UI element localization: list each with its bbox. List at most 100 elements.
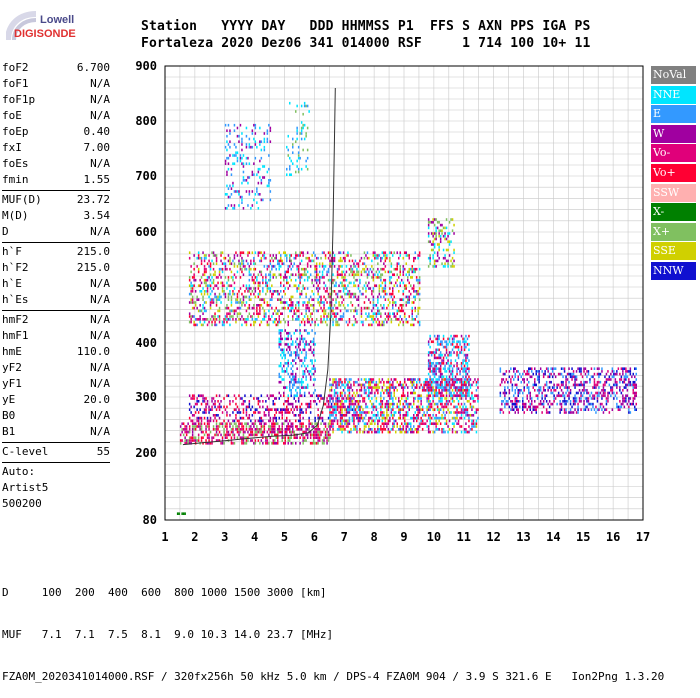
echo-point	[195, 324, 197, 327]
echo-point	[468, 384, 470, 387]
echo-point	[376, 312, 378, 315]
echo-point	[341, 420, 343, 423]
echo-point	[429, 389, 431, 392]
echo-point	[193, 284, 195, 287]
echo-point	[540, 400, 542, 403]
echo-point	[379, 428, 381, 431]
echo-point	[296, 165, 298, 168]
echo-point	[538, 378, 540, 381]
echo-point	[389, 271, 391, 274]
echo-point	[219, 406, 221, 409]
echo-point	[464, 349, 466, 352]
echo-point	[295, 354, 297, 357]
echo-point	[394, 301, 396, 304]
echo-point	[358, 296, 360, 299]
echo-point	[586, 389, 588, 392]
echo-point	[440, 386, 442, 389]
echo-point	[326, 315, 328, 318]
echo-point	[231, 296, 233, 299]
echo-point	[459, 417, 461, 420]
echo-point	[240, 276, 242, 279]
echo-point	[373, 287, 375, 290]
echo-point	[193, 436, 195, 439]
echo-point	[271, 431, 273, 434]
echo-point	[400, 271, 402, 274]
echo-point	[302, 338, 304, 341]
echo-point	[238, 411, 240, 414]
echo-point	[246, 442, 248, 445]
echo-point	[392, 287, 394, 290]
echo-point	[386, 307, 388, 310]
echo-point	[228, 157, 230, 160]
echo-point	[601, 408, 603, 411]
echo-point	[296, 318, 298, 321]
echo-point	[343, 279, 345, 282]
echo-point	[583, 400, 585, 403]
echo-point	[412, 428, 414, 431]
echo-point	[289, 332, 291, 335]
echo-point	[241, 251, 243, 254]
echo-point	[253, 282, 255, 285]
echo-point	[476, 408, 478, 411]
echo-point	[229, 312, 231, 315]
echo-point	[465, 428, 467, 431]
echo-point	[222, 268, 224, 271]
echo-point	[561, 394, 563, 397]
echo-point	[364, 417, 366, 420]
echo-point	[307, 251, 309, 254]
echo-point	[462, 392, 464, 395]
echo-point	[274, 425, 276, 428]
echo-point	[249, 279, 251, 282]
echo-point	[246, 439, 248, 442]
echo-point	[441, 381, 443, 384]
echo-point	[438, 257, 440, 260]
echo-point	[359, 282, 361, 285]
echo-point	[530, 403, 532, 406]
echo-point	[440, 417, 442, 420]
echo-point	[274, 397, 276, 400]
echo-point	[286, 406, 288, 409]
echo-point	[403, 257, 405, 260]
echo-point	[298, 378, 300, 381]
echo-point	[361, 273, 363, 276]
echo-point	[296, 265, 298, 268]
echo-point	[298, 381, 300, 384]
echo-point	[346, 425, 348, 428]
echo-point	[250, 268, 252, 271]
echo-point	[189, 279, 191, 282]
echo-point	[355, 411, 357, 414]
echo-point	[316, 262, 318, 265]
echo-point	[422, 422, 424, 425]
echo-point	[244, 394, 246, 397]
echo-point	[568, 397, 570, 400]
echo-point	[376, 271, 378, 274]
echo-point	[347, 408, 349, 411]
echo-point	[583, 367, 585, 370]
echo-point	[585, 381, 587, 384]
echo-point	[277, 321, 279, 324]
echo-point	[444, 354, 446, 357]
echo-point	[417, 397, 419, 400]
echo-point	[241, 140, 243, 143]
echo-point	[289, 265, 291, 268]
echo-point	[226, 431, 228, 434]
echo-point	[365, 389, 367, 392]
echo-point	[515, 367, 517, 370]
echo-point	[422, 406, 424, 409]
echo-point	[326, 439, 328, 442]
echo-point	[296, 408, 298, 411]
echo-point	[291, 373, 293, 376]
echo-point	[308, 276, 310, 279]
echo-point	[544, 373, 546, 376]
echo-point	[506, 392, 508, 395]
echo-point	[259, 411, 261, 414]
echo-point	[292, 386, 294, 389]
echo-point	[595, 406, 597, 409]
echo-point	[401, 307, 403, 310]
echo-point	[361, 310, 363, 313]
echo-point	[282, 301, 284, 304]
echo-point	[298, 273, 300, 276]
echo-point	[234, 293, 236, 296]
echo-point	[510, 408, 512, 411]
echo-point	[220, 400, 222, 403]
